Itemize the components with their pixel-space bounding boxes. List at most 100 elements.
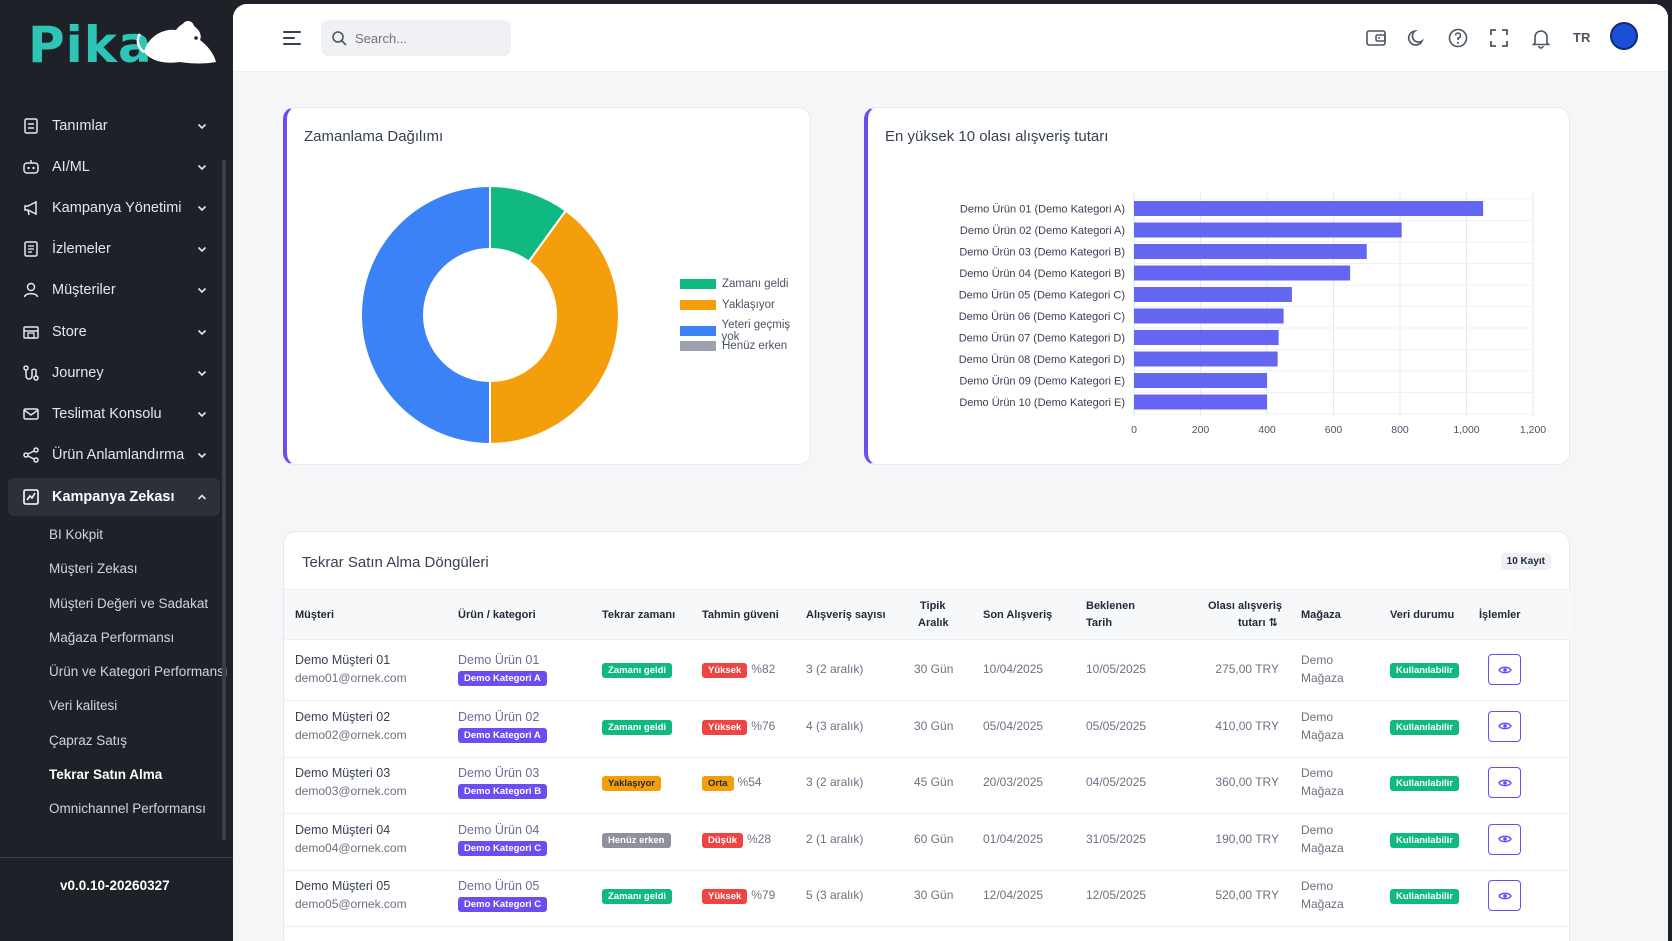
search-box[interactable] <box>321 20 511 56</box>
view-button[interactable] <box>1488 823 1521 855</box>
bar-5[interactable] <box>1134 308 1284 324</box>
pie-slice-2[interactable] <box>360 184 491 446</box>
sidebar-item-3[interactable]: İzlemeler <box>8 229 220 270</box>
th-amount-1[interactable]: Olası alışveriş <box>1208 600 1282 612</box>
th-amount-2[interactable]: tutarı ⇅ <box>1238 617 1278 629</box>
main-content: TR Zamanlama Dağılımı Zamanı geldi Yaklaş… <box>233 4 1668 941</box>
mail-icon <box>22 405 40 423</box>
sidebar-item-7[interactable]: Teslimat Konsolu <box>8 393 220 434</box>
view-button[interactable] <box>1488 654 1521 685</box>
megaphone-icon <box>22 199 40 217</box>
help-icon[interactable] <box>1446 26 1470 50</box>
bar-2[interactable] <box>1134 244 1367 259</box>
bar-7[interactable] <box>1134 351 1278 367</box>
sidebar-subitem-4[interactable]: Ürün ve Kategori Performansı <box>49 664 228 680</box>
table-row[interactable]: Demo Müşteri 02 demo02@ornek.com Demo Ürün… <box>284 698 1571 758</box>
notification-bell-icon[interactable] <box>1529 26 1553 50</box>
th-typical-2[interactable]: Aralık <box>918 617 949 629</box>
customer-name: Demo Müşteri 02 <box>295 709 391 724</box>
bar-4[interactable] <box>1134 287 1292 302</box>
purchase-count: 3 (2 aralık) <box>806 662 864 676</box>
confidence-percent: %54 <box>737 775 762 789</box>
fullscreen-icon[interactable] <box>1487 26 1511 50</box>
chevron-down-icon <box>196 202 208 214</box>
language-selector[interactable]: TR <box>1573 30 1591 45</box>
wallet-icon[interactable] <box>1364 26 1388 50</box>
table-header: Müşteri Ürün / kategori Tekrar zamanı Ta… <box>284 589 1571 640</box>
sidebar-subitem-5[interactable]: Veri kalitesi <box>49 698 118 714</box>
sidebar-subitem-7[interactable]: Tekrar Satın Alma <box>49 767 163 783</box>
table-row[interactable]: Demo Müşteri 01 demo01@ornek.com Demo Ürün… <box>284 641 1571 701</box>
bar-6[interactable] <box>1134 330 1279 345</box>
category-badge: Demo Kategori C <box>458 897 548 912</box>
th-data-status[interactable]: Veri durumu <box>1390 609 1455 621</box>
sidebar-item-0[interactable]: Tanımlar <box>8 105 220 146</box>
chevron-down-icon <box>196 408 208 420</box>
th-customer[interactable]: Müşteri <box>295 609 335 621</box>
menu-toggle-icon[interactable] <box>281 28 303 48</box>
customer-name: Demo Müşteri 01 <box>295 653 391 667</box>
sidebar-subitem-0[interactable]: BI Kokpit <box>49 527 104 542</box>
sidebar-item-1[interactable]: AI/ML <box>8 146 220 187</box>
purchase-count: 5 (3 aralık) <box>806 888 864 902</box>
bar-0[interactable] <box>1134 201 1484 216</box>
store-name-line1: Demo <box>1301 879 1334 893</box>
th-expected-2[interactable]: Tarih <box>1086 617 1113 629</box>
dark-mode-icon[interactable] <box>1405 26 1429 50</box>
th-repeat-time[interactable]: Tekrar zamanı <box>602 609 676 621</box>
view-button[interactable] <box>1488 880 1521 911</box>
sidebar-subitem-6[interactable]: Çapraz Satış <box>49 732 128 748</box>
search-icon <box>332 31 347 46</box>
legend-item-3[interactable]: Henüz erken <box>680 340 787 352</box>
y-category-label: Demo Ürün 02 (Demo Kategori A) <box>960 225 1125 237</box>
sidebar-item-4[interactable]: Müşteriler <box>8 270 220 311</box>
y-category-label: Demo Ürün 10 (Demo Kategori E) <box>959 397 1125 409</box>
legend-item-2[interactable]: Yeteri geçmiş yok <box>680 319 810 343</box>
x-tick-label: 1,000 <box>1453 424 1479 436</box>
bar-3[interactable] <box>1134 265 1351 281</box>
sidebar-item-5[interactable]: Store <box>8 311 220 352</box>
search-input[interactable] <box>355 30 495 46</box>
sidebar-item-9[interactable]: Kampanya Zekası <box>8 477 220 516</box>
sidebar-item-2[interactable]: Kampanya Yönetimi <box>8 187 220 228</box>
x-tick-label: 600 <box>1325 424 1343 436</box>
sidebar-subitem-3[interactable]: Mağaza Performansı <box>49 629 175 645</box>
logo[interactable]: Pika <box>28 16 216 74</box>
bar-9[interactable] <box>1134 394 1267 410</box>
table-row[interactable]: Demo Müşteri 04 demo04@ornek.com Demo Ürün… <box>284 811 1571 871</box>
journey-icon <box>22 364 40 382</box>
sidebar-subitem-2[interactable]: Müşteri Değeri ve Sadakat <box>49 595 209 611</box>
repeat-time-badge: Yaklaşıyor <box>602 776 662 791</box>
customer-email: demo03@ornek.com <box>295 784 407 798</box>
sidebar-scrollbar[interactable] <box>222 160 226 840</box>
expected-date: 04/05/2025 <box>1086 775 1147 789</box>
table-row[interactable]: Demo Müşteri 05 demo05@ornek.com Demo Ürün… <box>284 867 1571 927</box>
bar-8[interactable] <box>1134 373 1267 388</box>
sidebar-item-label: Tanımlar <box>52 117 108 134</box>
th-confidence[interactable]: Tahmin güveni <box>702 609 779 621</box>
chevron-down-icon <box>196 326 208 338</box>
sidebar-subitem-8[interactable]: Omnichannel Performansı <box>49 801 206 817</box>
customer-name: Demo Müşteri 05 <box>295 879 391 893</box>
pie-slice-1[interactable] <box>489 209 620 446</box>
th-store[interactable]: Mağaza <box>1301 609 1341 621</box>
sidebar-item-6[interactable]: Journey <box>8 352 220 393</box>
th-expected-1[interactable]: Beklenen <box>1086 600 1135 612</box>
th-last-purchase[interactable]: Son Alışveriş <box>983 609 1053 621</box>
sidebar-item-8[interactable]: Ürün Anlamlandırma <box>8 435 220 476</box>
legend-label: Zamanı geldi <box>722 278 789 290</box>
th-typical-1[interactable]: Tipik <box>920 600 946 612</box>
sidebar-item-label: AI/ML <box>52 158 90 175</box>
view-button[interactable] <box>1488 710 1521 742</box>
table-row[interactable]: Demo Müşteri 03 demo03@ornek.com Demo Ürün… <box>284 754 1571 814</box>
legend-item-1[interactable]: Yaklaşıyor <box>680 299 775 311</box>
view-button[interactable] <box>1488 767 1521 798</box>
th-product[interactable]: Ürün / kategori <box>458 609 536 621</box>
legend-item-0[interactable]: Zamanı geldi <box>680 278 788 290</box>
expected-amount: 360,00 TRY <box>1215 775 1279 789</box>
bar-1[interactable] <box>1134 222 1402 238</box>
avatar[interactable] <box>1610 22 1638 50</box>
th-purchase-count[interactable]: Alışveriş sayısı <box>806 609 886 621</box>
category: Demo Kategori C <box>458 896 548 912</box>
sidebar-subitem-1[interactable]: Müşteri Zekası <box>49 561 138 577</box>
